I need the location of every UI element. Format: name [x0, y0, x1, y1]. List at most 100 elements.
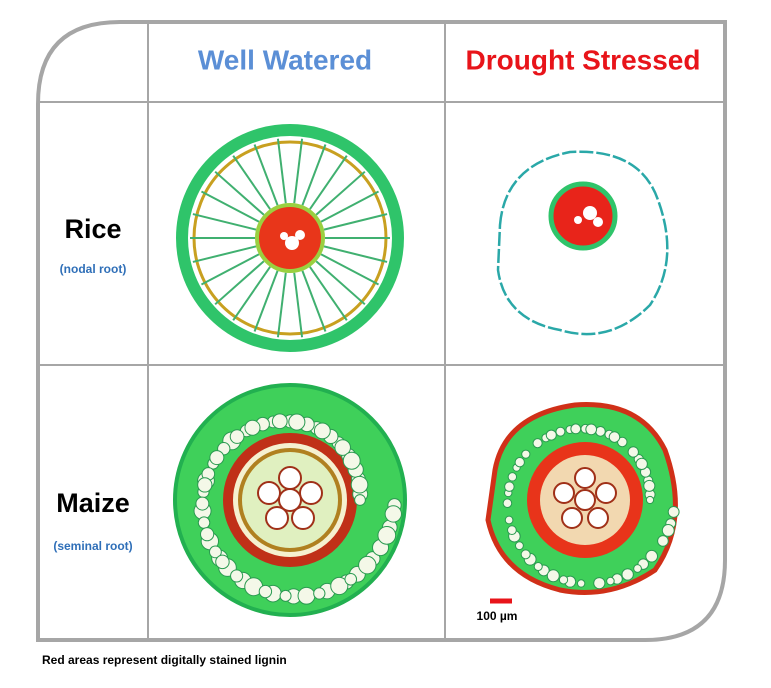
column-header: Well Watered — [198, 44, 372, 75]
texture — [301, 144, 327, 206]
texture — [514, 457, 525, 468]
texture — [504, 515, 514, 525]
maize-drought-image — [485, 402, 680, 595]
column-header: Drought Stressed — [466, 44, 701, 75]
texture — [229, 429, 245, 444]
texture — [315, 260, 366, 306]
vessel — [595, 482, 617, 504]
texture — [200, 190, 260, 223]
texture — [320, 253, 380, 286]
row-sublabel: (nodal root) — [60, 262, 127, 276]
texture — [320, 190, 380, 223]
caption: Red areas represent digitally stained li… — [42, 653, 287, 667]
scale-bar-label: 100 µm — [477, 609, 518, 623]
texture — [344, 572, 358, 586]
texture — [502, 498, 513, 509]
texture — [276, 272, 287, 338]
texture — [570, 423, 582, 435]
texture — [279, 589, 292, 602]
vessel — [257, 481, 281, 505]
texture — [546, 569, 560, 583]
vessel — [574, 489, 596, 511]
texture — [645, 495, 655, 505]
rice-drought-image — [496, 150, 669, 336]
texture — [253, 144, 279, 206]
texture — [520, 549, 531, 560]
vessel — [587, 507, 609, 529]
texture — [297, 586, 316, 605]
row-sublabel: (seminal root) — [53, 539, 132, 553]
texture — [533, 561, 543, 572]
texture — [627, 446, 639, 458]
texture — [595, 426, 606, 437]
vessel — [561, 507, 583, 529]
texture — [230, 569, 244, 583]
texture — [244, 419, 261, 436]
texture — [334, 439, 351, 456]
texture — [293, 138, 304, 204]
texture — [504, 481, 515, 492]
texture — [354, 494, 366, 506]
texture — [585, 423, 598, 436]
texture — [214, 170, 265, 216]
texture — [232, 266, 271, 321]
texture — [384, 505, 402, 523]
texture — [309, 266, 348, 321]
texture — [657, 535, 669, 547]
texture — [200, 253, 260, 286]
texture — [258, 584, 273, 599]
texture — [197, 516, 211, 529]
texture — [342, 451, 361, 470]
texture — [532, 438, 543, 449]
texture — [214, 260, 265, 306]
texture — [271, 413, 288, 430]
texture — [617, 436, 628, 448]
vessel — [299, 481, 323, 505]
texture — [215, 554, 230, 570]
texture — [309, 155, 348, 210]
texture — [545, 429, 557, 441]
texture — [330, 576, 349, 596]
texture — [514, 541, 524, 551]
row-label: Rice — [64, 214, 121, 244]
texture — [608, 431, 621, 443]
texture — [301, 270, 327, 332]
texture — [593, 577, 606, 590]
texture — [507, 472, 518, 482]
texture — [315, 170, 366, 216]
texture — [195, 496, 210, 511]
texture — [192, 245, 257, 263]
texture — [350, 475, 369, 494]
texture — [323, 213, 388, 231]
vessel — [278, 466, 302, 490]
vessel — [553, 482, 575, 504]
rice-well-watered-image — [176, 124, 404, 352]
row-label: Maize — [56, 488, 130, 518]
texture — [606, 576, 615, 586]
texture — [232, 155, 271, 210]
texture — [313, 587, 326, 600]
texture — [633, 564, 642, 573]
texture — [635, 457, 648, 471]
texture — [555, 426, 566, 437]
texture — [507, 525, 517, 536]
texture — [200, 527, 215, 542]
texture — [253, 270, 279, 332]
texture — [209, 450, 225, 466]
texture — [645, 549, 658, 563]
vessel — [291, 506, 315, 530]
texture — [661, 523, 675, 537]
texture — [323, 245, 388, 263]
texture — [192, 213, 257, 231]
texture — [521, 449, 531, 459]
maize-well-watered-image — [173, 383, 407, 617]
texture — [293, 272, 304, 338]
texture — [209, 545, 222, 559]
texture — [197, 477, 213, 493]
texture — [288, 413, 306, 431]
texture — [276, 138, 287, 204]
texture — [643, 479, 656, 492]
texture — [313, 422, 331, 440]
vessel — [265, 506, 289, 530]
